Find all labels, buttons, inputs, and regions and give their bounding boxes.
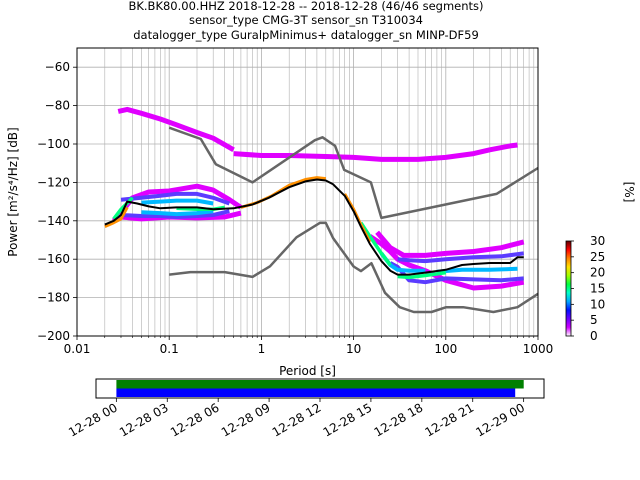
coverage-bar bbox=[116, 388, 516, 397]
y-tick-label: −200 bbox=[37, 329, 70, 343]
density-band bbox=[375, 230, 525, 258]
ppsd-plot: 0.01 0.1 1 10 100 1000 −200 −180 −160 −140 −120 −1… bbox=[6, 47, 554, 378]
y-axis-label: Power [m²/s⁴/Hz] [dB] bbox=[6, 127, 20, 256]
density-band bbox=[436, 266, 518, 274]
noise-models bbox=[168, 126, 539, 314]
x-tick-label: 0.01 bbox=[64, 342, 91, 356]
coverage-bars bbox=[116, 380, 524, 397]
x-axis-ticks: 0.01 0.1 1 10 100 1000 bbox=[64, 336, 554, 356]
colorbar-tick-label: 25 bbox=[590, 250, 605, 264]
x-tick-label: 10 bbox=[346, 342, 361, 356]
density-band bbox=[141, 198, 214, 206]
density-band bbox=[359, 221, 392, 267]
coverage-tick-label: 12-28 03 bbox=[117, 400, 171, 439]
probability-density-bands bbox=[104, 106, 525, 291]
median-curve bbox=[104, 178, 524, 276]
y-tick-label: −120 bbox=[37, 175, 70, 189]
y-tick-label: −180 bbox=[37, 291, 70, 305]
y-axis-ticks: −200 −180 −160 −140 −120 −100 −80 −60 bbox=[37, 60, 77, 343]
coverage-bar bbox=[116, 380, 524, 389]
density-band bbox=[120, 209, 230, 219]
plot-frame bbox=[76, 47, 539, 337]
colorbar-tick-label: 20 bbox=[590, 266, 605, 280]
high-noise-model-line bbox=[168, 126, 539, 220]
colorbar-tick-label: 15 bbox=[590, 282, 605, 296]
density-band bbox=[120, 191, 231, 206]
x-axis-label: Period [s] bbox=[279, 364, 336, 378]
colorbar-gradient bbox=[565, 240, 572, 337]
figure-title: BK.BK80.00.HHZ 2018-12-28 -- 2018-12-28 … bbox=[128, 0, 483, 42]
coverage-tick-label: 12-28 09 bbox=[219, 400, 273, 439]
colorbar-tick-label: 5 bbox=[590, 313, 598, 327]
density-band bbox=[117, 106, 235, 152]
coverage-tick-label: 12-28 06 bbox=[168, 400, 222, 439]
coverage-tick-label: 12-28 15 bbox=[321, 400, 375, 439]
low-noise-model-line bbox=[169, 221, 539, 314]
coverage-tick-label: 12-28 12 bbox=[270, 400, 324, 439]
x-tick-label: 1000 bbox=[523, 342, 554, 356]
colorbar-label: [%] bbox=[622, 182, 636, 203]
y-tick-label: −140 bbox=[37, 214, 70, 228]
median-line bbox=[104, 178, 524, 276]
density-band bbox=[368, 234, 525, 291]
y-tick-label: −160 bbox=[37, 252, 70, 266]
colorbar-tick-label: 0 bbox=[590, 329, 598, 343]
coverage-tick-label: 12-28 00 bbox=[66, 400, 120, 439]
x-tick-label: 100 bbox=[434, 342, 457, 356]
y-tick-label: −100 bbox=[37, 137, 70, 151]
y-tick-label: −60 bbox=[45, 60, 70, 74]
colorbar-tick-label: 30 bbox=[590, 234, 605, 248]
density-band bbox=[104, 206, 129, 228]
density-band bbox=[141, 209, 214, 217]
x-tick-label: 1 bbox=[258, 342, 266, 356]
density-band bbox=[397, 270, 447, 280]
y-tick-label: −80 bbox=[45, 99, 70, 113]
x-tick-label: 0.1 bbox=[160, 342, 179, 356]
coverage-tick-label: 12-28 21 bbox=[423, 400, 477, 439]
density-band bbox=[233, 142, 518, 162]
coverage-tick-label: 12-29 00 bbox=[473, 400, 527, 439]
title-line-datalogger: datalogger_type GuralpMinimus+ datalogge… bbox=[133, 28, 479, 42]
colorbar-tick-label: 10 bbox=[590, 297, 605, 311]
title-line-station: BK.BK80.00.HHZ 2018-12-28 -- 2018-12-28 … bbox=[128, 0, 483, 13]
title-line-sensor: sensor_type CMG-3T sensor_sn T310034 bbox=[189, 13, 423, 27]
density-band bbox=[397, 251, 524, 264]
coverage-tick-label: 12-28 18 bbox=[372, 400, 426, 439]
